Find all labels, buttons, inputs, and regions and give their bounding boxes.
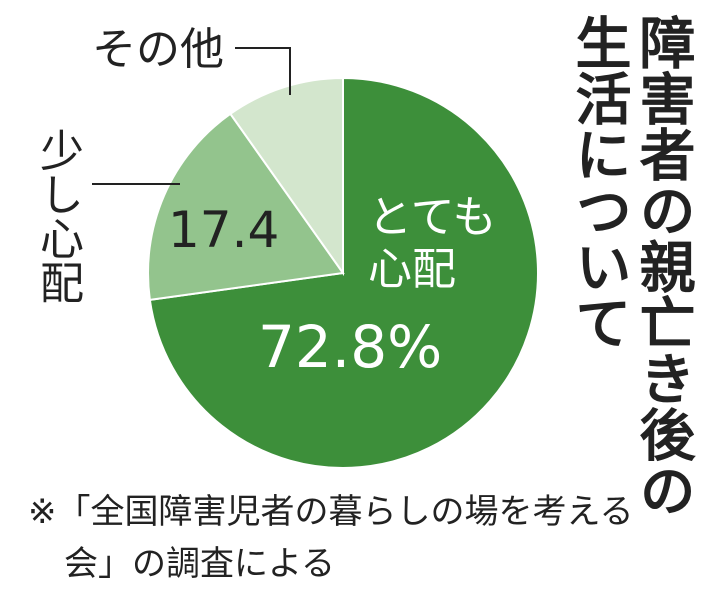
pie-slice [228,76,344,277]
pie-slice [147,112,345,301]
slice-label: とても心配 [368,192,497,295]
chart-title: 障害者の親亡き後の生活について [566,14,695,518]
leader-line [235,47,291,95]
footnote: ※「全国障害児者の暮らしの場を考える会」の調査による [28,492,634,584]
value-label: 72.8% [258,313,443,381]
slice-label: その他 [92,24,224,75]
slice-label: 少し心配 [32,128,83,304]
value-label: 17.4 [168,201,280,259]
